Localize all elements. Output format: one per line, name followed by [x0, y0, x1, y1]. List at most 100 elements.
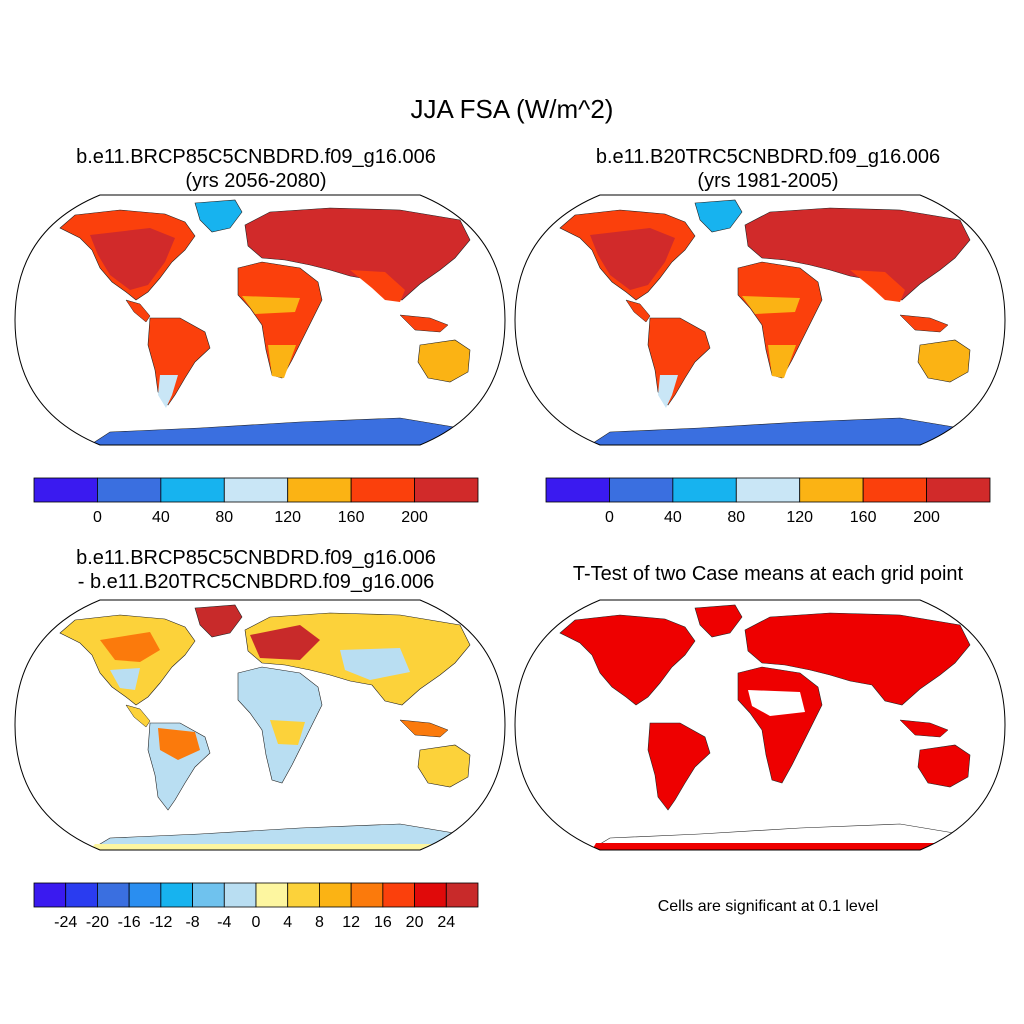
- control-colorbar-swatch: [926, 477, 991, 503]
- ttest-map: [515, 600, 1005, 850]
- greenland: [194, 199, 243, 233]
- control-colorbar: 0 40 80 120 160 200: [545, 477, 991, 526]
- difference-colorbar-label: 16: [374, 914, 392, 931]
- control-colorbar-swatch: [862, 477, 927, 503]
- australia-significant: [917, 744, 971, 788]
- difference-colorbar-label: -4: [217, 914, 231, 931]
- difference-colorbar-swatch: [65, 882, 98, 908]
- difference-colorbar-label: -12: [149, 914, 172, 931]
- greenland: [694, 199, 743, 233]
- control-colorbar-label: 80: [727, 509, 745, 526]
- control-colorbar-label: 160: [850, 509, 877, 526]
- central-america: [125, 704, 151, 728]
- ttest-panel-title: T-Test of two Case means at each grid po…: [572, 563, 964, 585]
- case-colorbar-swatch: [414, 477, 479, 503]
- case-map-outline: [14, 194, 506, 446]
- case-panel-title: b.e11.BRCP85C5CNBDRD.f09_g16.006: [76, 146, 436, 168]
- north-america-cool: [110, 668, 140, 690]
- africa-south: [268, 345, 296, 378]
- control-panel-years: (yrs 1981-2005): [697, 170, 839, 192]
- difference-colorbar-label: 12: [342, 914, 360, 931]
- control-colorbar-label: 40: [664, 509, 682, 526]
- north-america-core: [590, 228, 675, 290]
- europe-hot: [250, 625, 320, 660]
- africa-warm: [270, 720, 305, 745]
- difference-map-outline: [14, 599, 506, 851]
- difference-colorbar-label: 8: [315, 914, 324, 931]
- difference-colorbar-label: -20: [86, 914, 109, 931]
- case-colorbar-label: 200: [401, 509, 428, 526]
- case-colorbar-swatch: [350, 477, 415, 503]
- greenland-significant: [694, 604, 743, 638]
- control-colorbar-label: 120: [786, 509, 813, 526]
- africa-band: [242, 296, 300, 314]
- difference-colorbar-swatch: [97, 882, 130, 908]
- control-colorbar-label: 200: [913, 509, 940, 526]
- central-america: [125, 299, 151, 323]
- africa-south: [768, 345, 796, 378]
- difference-colorbar-swatch: [445, 882, 479, 908]
- australia: [917, 339, 971, 383]
- africa-not-significant: [748, 690, 805, 716]
- difference-colorbar-swatch: [350, 882, 384, 908]
- difference-colorbar-swatch: [287, 882, 320, 908]
- south-america-tip: [158, 375, 178, 408]
- south-america-significant: [647, 722, 711, 811]
- case-colorbar-label: 0: [93, 509, 102, 526]
- case-colorbar-swatch: [287, 477, 352, 503]
- control-colorbar-label: 0: [605, 509, 614, 526]
- difference-colorbar-label: -16: [118, 914, 141, 931]
- difference-colorbar-label: 20: [406, 914, 424, 931]
- ttest-map-outline: [514, 599, 1006, 851]
- difference-panel-title: b.e11.BRCP85C5CNBDRD.f09_g16.006: [76, 547, 436, 569]
- difference-colorbar-swatch: [223, 882, 257, 908]
- difference-colorbar-swatch: [160, 882, 193, 908]
- difference-colorbar-swatch: [382, 882, 415, 908]
- eurasia-south: [350, 270, 405, 302]
- indonesia: [399, 314, 449, 333]
- south-america-tip: [658, 375, 678, 408]
- case-colorbar-swatch: [223, 477, 289, 503]
- difference-colorbar-label: -24: [54, 914, 77, 931]
- case-colorbar-swatch: [97, 477, 162, 503]
- control-colorbar-swatch: [799, 477, 864, 503]
- eurasia: [744, 207, 971, 301]
- indonesia: [399, 719, 449, 738]
- difference-colorbar-label: -8: [185, 914, 199, 931]
- antarctica-edge-significant: [592, 843, 978, 850]
- case-colorbar-label: 40: [152, 509, 170, 526]
- case-colorbar-swatch: [160, 477, 225, 503]
- difference-colorbar-swatch: [319, 882, 352, 908]
- control-colorbar-swatch: [545, 477, 610, 503]
- australia: [417, 339, 471, 383]
- north-america-hot: [100, 632, 160, 662]
- case-colorbar-label: 160: [338, 509, 365, 526]
- indonesia-significant: [899, 719, 949, 738]
- case-colorbar: 0 40 80 120 160 200: [33, 477, 479, 526]
- indonesia: [899, 314, 949, 333]
- difference-colorbar-swatch: [414, 882, 447, 908]
- difference-colorbar-label: 0: [252, 914, 261, 931]
- control-map: [515, 195, 1005, 445]
- control-colorbar-swatch: [672, 477, 737, 503]
- difference-colorbar-swatch: [255, 882, 289, 908]
- control-colorbar-swatch: [735, 477, 801, 503]
- north-america-core: [90, 228, 175, 290]
- eurasia-significant: [744, 612, 971, 706]
- control-map-outline: [514, 194, 1006, 446]
- africa: [237, 261, 323, 379]
- asia-cool: [340, 648, 410, 680]
- north-america-significant: [559, 614, 696, 706]
- difference-colorbar-label: 4: [283, 914, 292, 931]
- control-panel-title: b.e11.B20TRC5CNBDRD.f09_g16.006: [595, 146, 941, 168]
- difference-colorbar-swatch: [128, 882, 162, 908]
- case-panel-years: (yrs 2056-2080): [185, 170, 327, 192]
- eurasia-south: [850, 270, 905, 302]
- africa: [737, 261, 823, 379]
- difference-panel-subtitle: - b.e11.B20TRC5CNBDRD.f09_g16.006: [77, 571, 435, 593]
- case-colorbar-swatch: [33, 477, 98, 503]
- australia: [417, 744, 471, 788]
- difference-colorbar-label: 24: [437, 914, 455, 931]
- figure-title: JJA FSA (W/m^2): [410, 94, 614, 124]
- difference-colorbar: -24 -20 -16 -12 -8 -4 0 4 8 12 16 20 24: [33, 882, 479, 931]
